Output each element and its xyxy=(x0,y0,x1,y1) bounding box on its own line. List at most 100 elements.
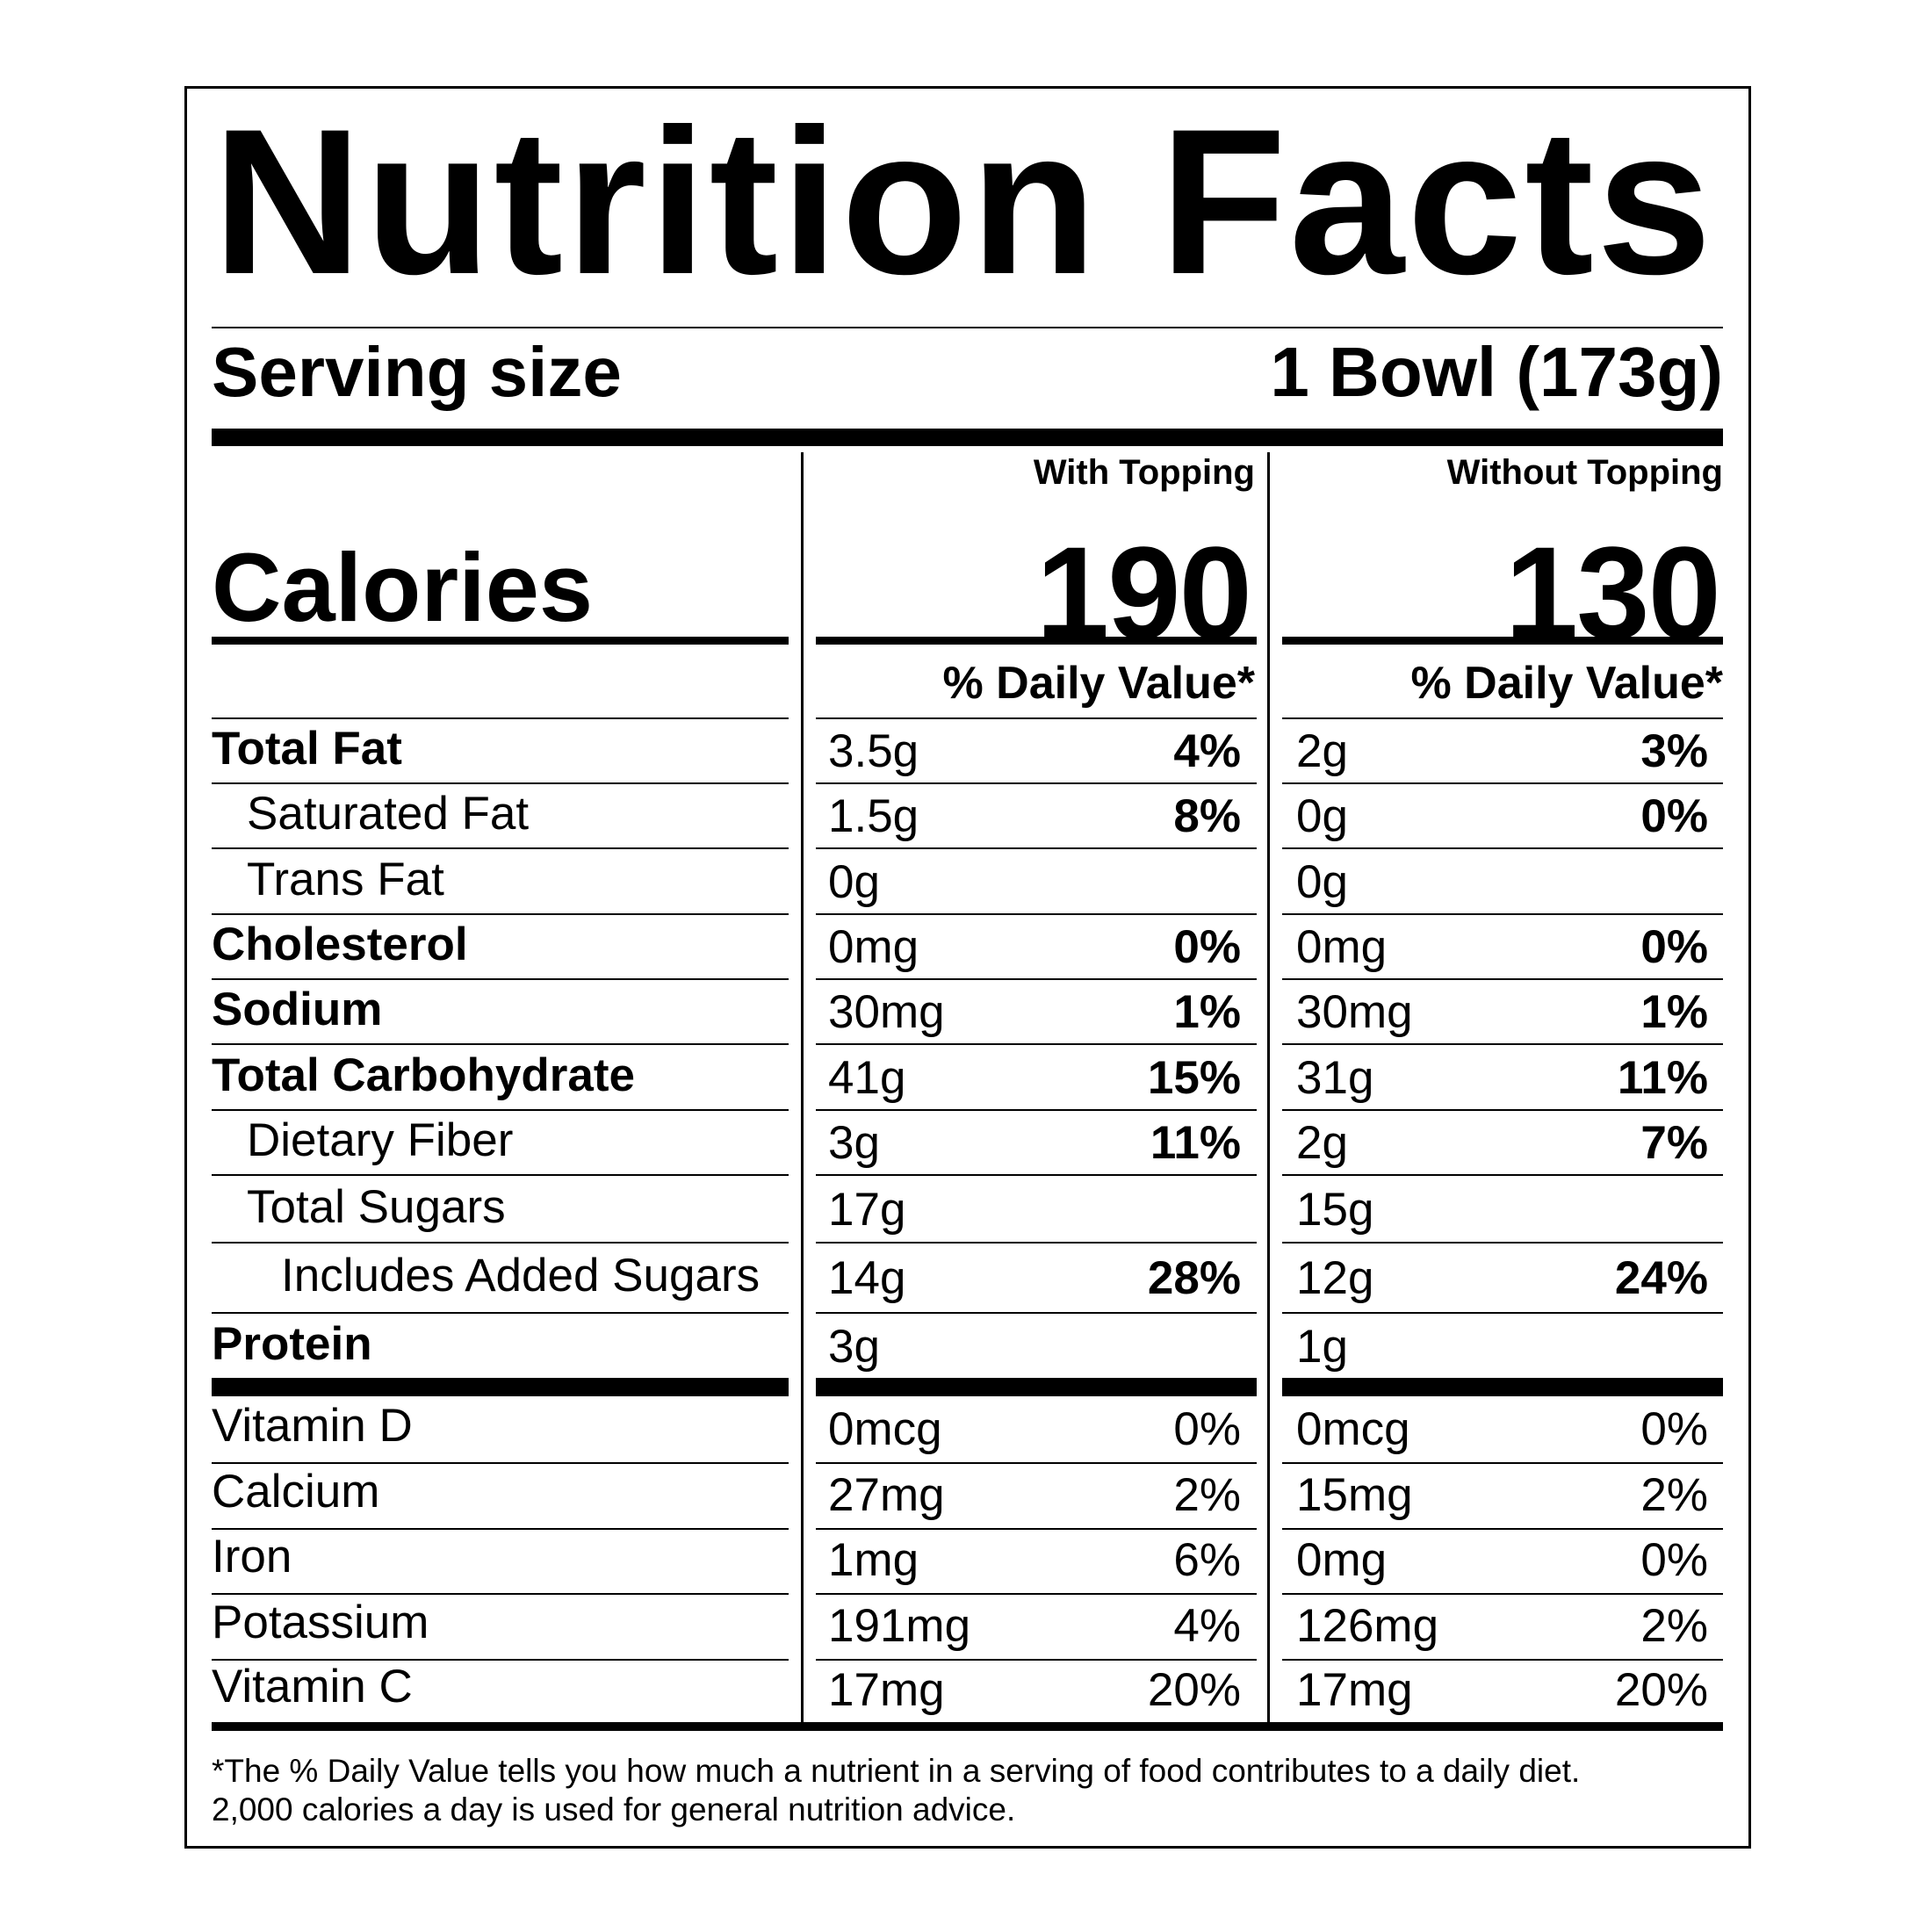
row-divider xyxy=(816,1593,1257,1595)
dv-with-topping: 2% xyxy=(1173,1469,1241,1521)
row-divider xyxy=(1282,847,1723,849)
row-divider xyxy=(212,1528,789,1530)
amount-with-topping: 3.5g xyxy=(828,725,919,777)
footnote-line: 2,000 calories a day is used for general… xyxy=(212,1791,1016,1827)
row-divider xyxy=(1282,1659,1723,1661)
row-divider xyxy=(1282,782,1723,784)
row-divider xyxy=(816,847,1257,849)
column-divider xyxy=(801,452,804,1722)
row-divider xyxy=(816,1109,1257,1111)
dv-with-topping: 28% xyxy=(1147,1252,1241,1304)
amount-with-topping: 41g xyxy=(828,1052,906,1104)
row-divider xyxy=(212,1109,789,1111)
amount-without-topping: 2g xyxy=(1296,1117,1348,1169)
thick-divider xyxy=(212,1378,789,1396)
nutrient-label: Cholesterol xyxy=(212,919,468,970)
serving-size-label: Serving size xyxy=(212,333,622,411)
row-divider xyxy=(816,1659,1257,1661)
row-divider xyxy=(1282,1174,1723,1176)
amount-without-topping: 15mg xyxy=(1296,1469,1413,1521)
nutrient-label: Total Fat xyxy=(212,723,402,775)
dv-without-topping: 11% xyxy=(1617,1052,1708,1104)
medium-divider xyxy=(1282,637,1723,645)
row-divider xyxy=(816,717,1257,719)
dv-with-topping: 6% xyxy=(1173,1534,1241,1586)
thick-divider xyxy=(212,429,1723,446)
dv-without-topping: 24% xyxy=(1614,1252,1708,1304)
dv-without-topping: 0% xyxy=(1640,790,1708,842)
amount-without-topping: 126mg xyxy=(1296,1600,1439,1652)
row-divider xyxy=(1282,1462,1723,1464)
amount-with-topping: 191mg xyxy=(828,1600,971,1652)
thick-divider xyxy=(1282,1378,1723,1396)
row-divider xyxy=(816,1528,1257,1530)
nutrition-label xyxy=(184,86,1751,1849)
serving-size-value: 1 Bowl (173g) xyxy=(1270,333,1723,411)
row-divider xyxy=(212,913,789,915)
column-header-with-topping: With Topping xyxy=(1033,453,1255,492)
row-divider xyxy=(1282,1593,1723,1595)
dv-without-topping: 3% xyxy=(1640,725,1708,777)
vitamin-label: Calcium xyxy=(212,1466,380,1517)
amount-with-topping: 1.5g xyxy=(828,790,919,842)
row-divider xyxy=(816,1043,1257,1045)
daily-value-header: % Daily Value* xyxy=(942,658,1255,709)
nutrient-label: Trans Fat xyxy=(247,854,444,905)
footnote: *The % Daily Value tells you how much a … xyxy=(212,1752,1580,1829)
dv-without-topping: 0% xyxy=(1640,1534,1708,1586)
row-divider xyxy=(816,1242,1257,1244)
amount-without-topping: 0mg xyxy=(1296,1534,1388,1586)
medium-divider xyxy=(816,637,1257,645)
amount-without-topping: 0g xyxy=(1296,790,1348,842)
row-divider xyxy=(212,1593,789,1595)
medium-divider xyxy=(212,637,789,645)
row-divider xyxy=(212,978,789,980)
nutrient-label: Total Sugars xyxy=(247,1181,506,1233)
thick-divider xyxy=(816,1378,1257,1396)
dv-without-topping: 2% xyxy=(1640,1469,1708,1521)
column-divider xyxy=(1267,452,1270,1722)
row-divider xyxy=(212,1242,789,1244)
dv-without-topping: 0% xyxy=(1640,1403,1708,1455)
row-divider xyxy=(816,782,1257,784)
amount-without-topping: 1g xyxy=(1296,1321,1348,1373)
amount-with-topping: 3g xyxy=(828,1117,880,1169)
dv-with-topping: 1% xyxy=(1173,986,1241,1038)
row-divider xyxy=(1282,1528,1723,1530)
vitamin-label: Vitamin C xyxy=(212,1661,413,1712)
calories-label: Calories xyxy=(212,534,594,642)
amount-with-topping: 1mg xyxy=(828,1534,919,1586)
amount-with-topping: 0mcg xyxy=(828,1403,942,1455)
nutrient-label: Dietary Fiber xyxy=(247,1114,514,1166)
dv-with-topping: 8% xyxy=(1173,790,1241,842)
dv-with-topping: 0% xyxy=(1173,1403,1241,1455)
amount-without-topping: 2g xyxy=(1296,725,1348,777)
amount-with-topping: 14g xyxy=(828,1252,906,1304)
amount-without-topping: 31g xyxy=(1296,1052,1374,1104)
dv-without-topping: 0% xyxy=(1640,921,1708,973)
row-divider xyxy=(1282,978,1723,980)
row-divider xyxy=(212,847,789,849)
dv-without-topping: 20% xyxy=(1614,1664,1708,1716)
row-divider xyxy=(212,717,789,719)
row-divider xyxy=(212,1659,789,1661)
vitamin-label: Iron xyxy=(212,1531,292,1582)
amount-with-topping: 17g xyxy=(828,1184,906,1236)
dv-with-topping: 20% xyxy=(1147,1664,1241,1716)
amount-without-topping: 12g xyxy=(1296,1252,1374,1304)
divider xyxy=(212,327,1723,328)
amount-with-topping: 3g xyxy=(828,1321,880,1373)
row-divider xyxy=(816,1462,1257,1464)
amount-with-topping: 27mg xyxy=(828,1469,945,1521)
nutrient-label: Protein xyxy=(212,1318,372,1370)
bottom-divider xyxy=(212,1722,1723,1731)
nutrient-label: Includes Added Sugars xyxy=(281,1250,761,1301)
row-divider xyxy=(816,1312,1257,1314)
row-divider xyxy=(1282,717,1723,719)
dv-with-topping: 11% xyxy=(1150,1117,1241,1169)
dv-without-topping: 7% xyxy=(1640,1117,1708,1169)
nutrient-label: Saturated Fat xyxy=(247,788,530,840)
vitamin-label: Vitamin D xyxy=(212,1400,413,1452)
row-divider xyxy=(212,1312,789,1314)
dv-with-topping: 0% xyxy=(1173,921,1241,973)
